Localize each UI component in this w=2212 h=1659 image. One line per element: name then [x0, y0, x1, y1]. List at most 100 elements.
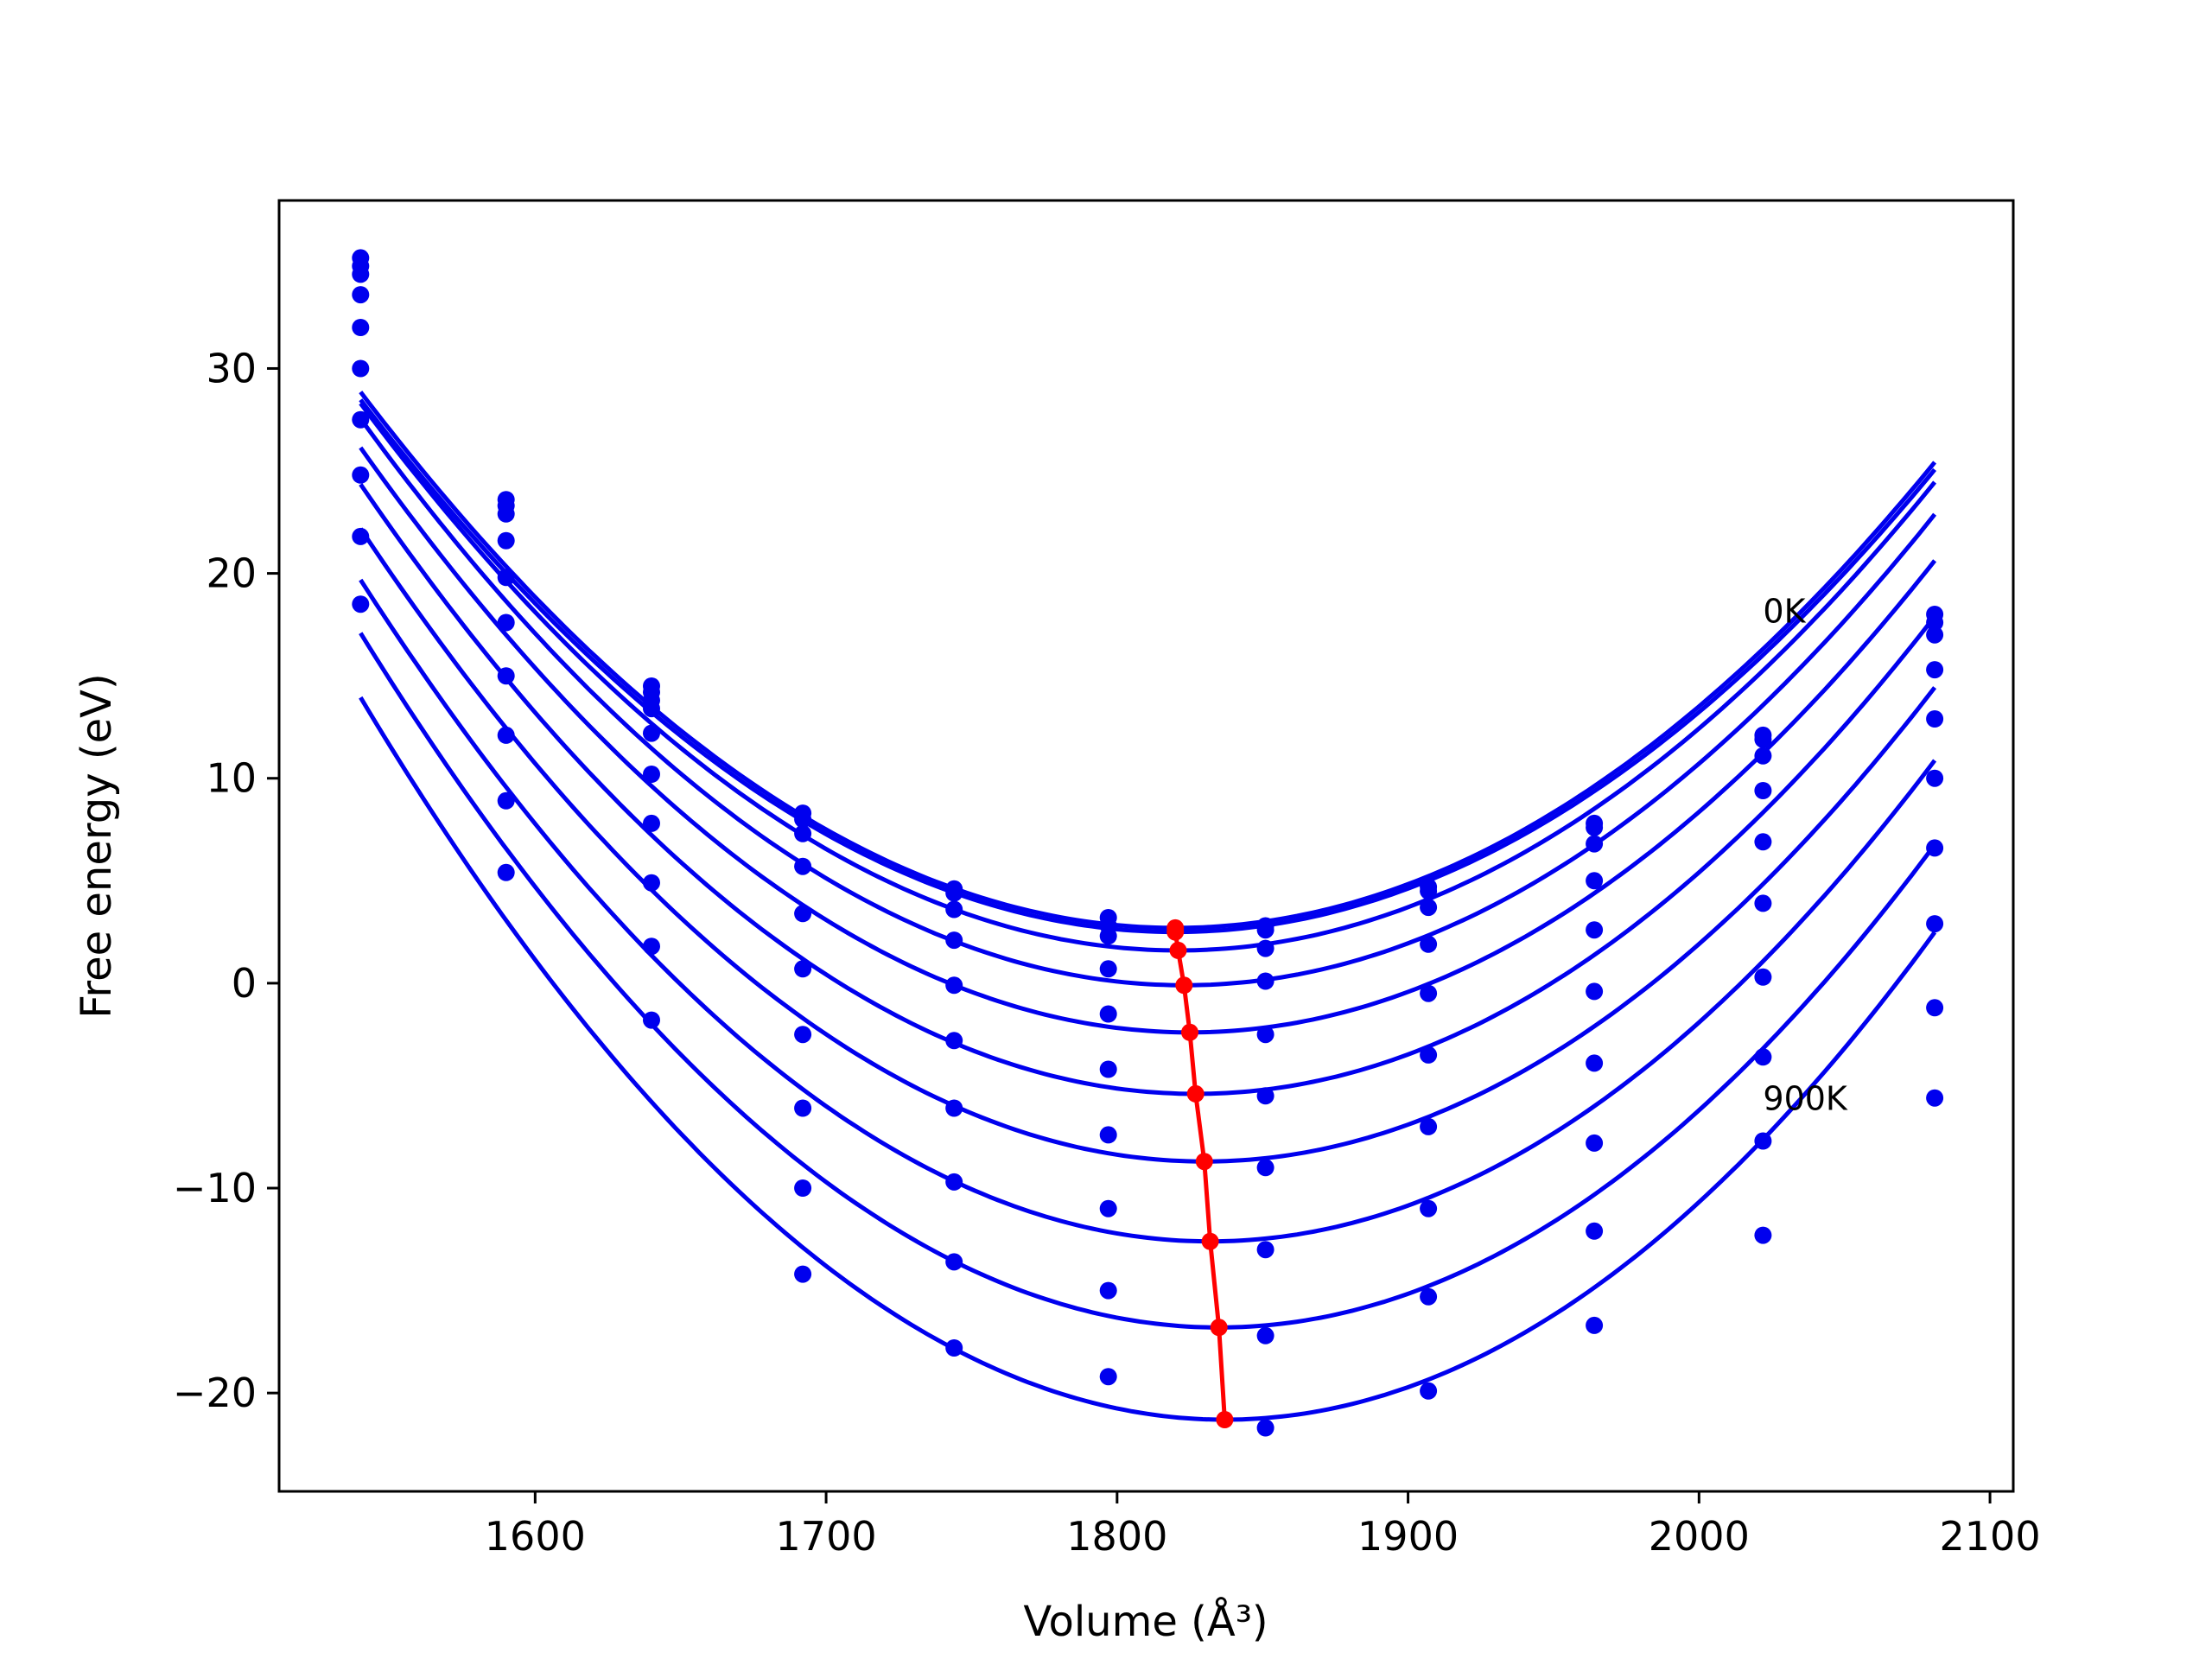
y-tick-label: 10	[206, 755, 257, 802]
data-point	[497, 505, 515, 523]
data-point	[794, 810, 812, 829]
x-axis-label: Volume (Å³)	[1023, 1597, 1268, 1646]
data-point	[1754, 894, 1772, 912]
data-point	[945, 884, 963, 902]
x-tick-label: 1700	[776, 1513, 877, 1560]
data-point	[1099, 1005, 1117, 1023]
data-point	[643, 814, 660, 832]
data-point	[352, 286, 370, 304]
equilibrium-line	[1173, 927, 1227, 1421]
fit-curve-9	[359, 632, 1937, 1330]
data-point	[352, 265, 370, 283]
data-point	[1256, 921, 1274, 939]
data-point	[794, 824, 812, 842]
equilibrium-point	[1201, 1232, 1219, 1250]
plot-content	[352, 249, 1944, 1437]
data-point	[352, 359, 370, 378]
data-point	[1099, 1368, 1117, 1386]
data-point	[497, 569, 515, 587]
data-point	[643, 700, 660, 718]
data-point	[497, 667, 515, 685]
temperature-label-1: 0K	[1763, 592, 1806, 630]
annotations: 0K 900K	[1763, 592, 1848, 1117]
data-point	[945, 1253, 963, 1271]
data-point	[1099, 1126, 1117, 1144]
data-point	[497, 531, 515, 550]
data-point	[1099, 1060, 1117, 1078]
data-point	[794, 1099, 812, 1117]
equilibrium-point	[1216, 1411, 1234, 1428]
data-point	[1926, 915, 1944, 933]
data-point	[1586, 872, 1604, 890]
data-point	[1754, 1226, 1772, 1244]
data-point	[497, 863, 515, 881]
fit-curve-7	[359, 527, 1937, 1164]
data-point	[1926, 1089, 1944, 1107]
equilibrium-point	[1210, 1319, 1228, 1337]
data-point	[643, 724, 660, 742]
data-point	[1586, 1222, 1604, 1240]
data-point	[1586, 1316, 1604, 1334]
y-tick-label: 0	[232, 960, 257, 1007]
data-point	[1256, 1087, 1274, 1105]
x-axis: 1600 1700 1800 1900 2000 2100	[485, 1491, 2041, 1560]
data-point	[1420, 1287, 1438, 1306]
data-point	[1586, 1134, 1604, 1152]
data-point	[1926, 769, 1944, 787]
data-point	[945, 976, 963, 995]
data-point	[1926, 661, 1944, 679]
fit-curve-10	[359, 696, 1937, 1422]
data-point	[1256, 1159, 1274, 1177]
data-point	[794, 1026, 812, 1044]
equilibrium-point	[1195, 1153, 1213, 1171]
data-point	[497, 791, 515, 810]
data-point	[1586, 982, 1604, 1001]
data-point	[643, 1011, 660, 1029]
data-point	[1586, 921, 1604, 939]
data-point	[1754, 730, 1772, 748]
data-point	[1926, 613, 1944, 632]
x-tick-label: 2000	[1649, 1513, 1750, 1560]
fit-curve-3	[359, 402, 1937, 953]
data-point	[794, 1179, 812, 1197]
data-point	[1754, 833, 1772, 851]
fit-curve-4	[359, 417, 1937, 988]
plot-frame	[277, 199, 2015, 1493]
data-point	[1256, 939, 1274, 957]
data-point	[1256, 1026, 1274, 1044]
data-point	[1099, 960, 1117, 978]
data-point	[945, 1099, 963, 1117]
data-point	[352, 466, 370, 484]
data-point	[643, 874, 660, 892]
data-point	[497, 726, 515, 744]
data-point	[352, 595, 370, 613]
equilibrium-point	[1166, 923, 1185, 941]
data-point	[794, 960, 812, 978]
y-axis: −20 −10 0 10 20 30	[173, 345, 279, 1416]
equilibrium-point	[1175, 976, 1193, 995]
data-point	[352, 410, 370, 429]
data-point	[1754, 968, 1772, 986]
data-point	[945, 1173, 963, 1191]
y-tick-label: 30	[206, 345, 257, 391]
data-point	[1256, 972, 1274, 990]
data-point	[1926, 710, 1944, 728]
data-point	[1420, 1046, 1438, 1064]
data-point	[1420, 935, 1438, 953]
equilibrium-point	[1186, 1084, 1205, 1103]
data-point	[945, 1339, 963, 1357]
data-point	[352, 319, 370, 336]
data-point	[1099, 1281, 1117, 1300]
fit-curve-5	[359, 446, 1937, 1035]
data-point	[1926, 999, 1944, 1017]
data-point	[1586, 818, 1604, 836]
data-point	[794, 857, 812, 875]
data-point	[794, 905, 812, 923]
y-axis-label: Free energy (eV)	[73, 673, 121, 1018]
fit-curve-6	[359, 483, 1937, 1096]
data-point	[1256, 1419, 1274, 1437]
data-point	[352, 527, 370, 545]
y-tick-label: −20	[173, 1370, 257, 1416]
x-tick-label: 1600	[485, 1513, 586, 1560]
